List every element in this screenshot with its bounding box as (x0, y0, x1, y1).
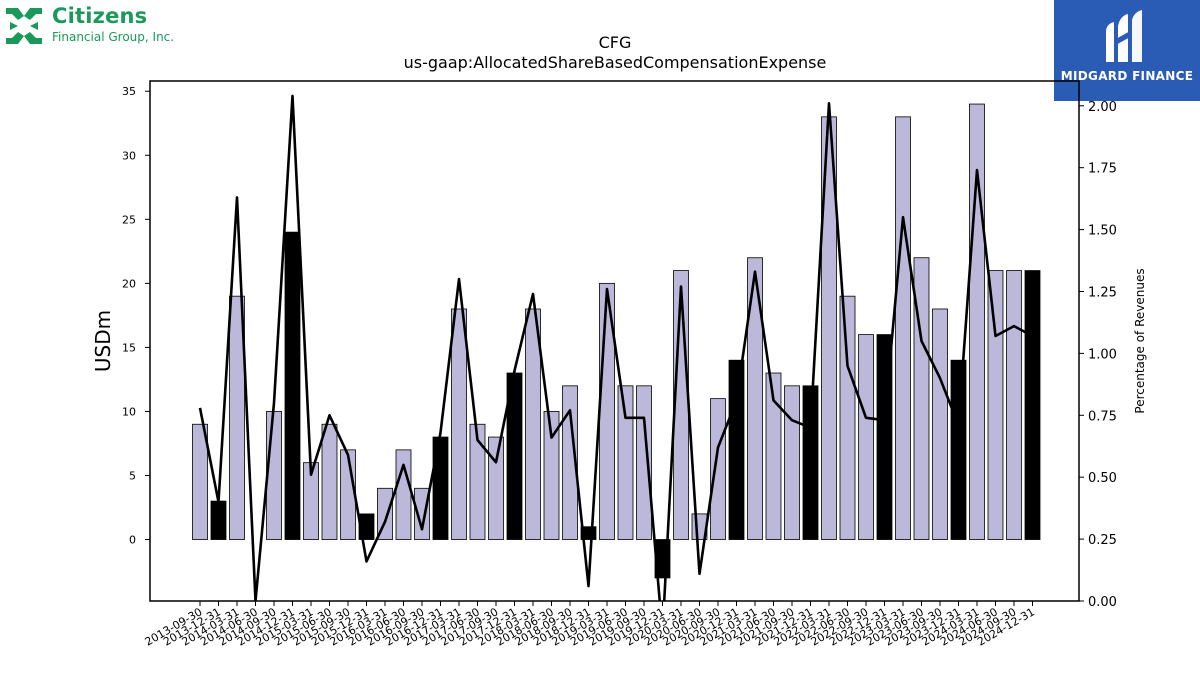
bar (1006, 270, 1022, 540)
bar (784, 385, 800, 540)
y2-tick-label: 0.50 (1088, 471, 1117, 486)
bar (210, 500, 227, 540)
y-tick-label: 5 (129, 469, 136, 482)
y2-tick-label: 0.75 (1088, 409, 1117, 424)
y-tick-label: 0 (129, 534, 136, 547)
bar (432, 436, 449, 540)
y-axis-label: USDm (91, 310, 115, 372)
bar (932, 308, 948, 540)
y-axis-left: 0 5 10 15 20 25 30 35 (122, 85, 150, 547)
bar (340, 449, 356, 540)
bar (451, 308, 467, 540)
y2-axis-label: Percentage of Revenues (1133, 268, 1147, 413)
bar (469, 423, 486, 540)
y2-tick-label: 0.25 (1088, 533, 1117, 548)
bar (839, 295, 856, 540)
bar (414, 487, 430, 540)
series-line (198, 94, 1034, 601)
bar (284, 231, 301, 540)
chart-title: CFG (599, 33, 632, 52)
bar (747, 257, 763, 540)
y-tick-label: 30 (122, 149, 136, 162)
bar (525, 308, 541, 540)
y-tick-label: 10 (122, 405, 136, 418)
y2-tick-label: 1.50 (1088, 224, 1117, 239)
y-axis-right: 0.00 0.25 0.50 0.75 1.00 1.25 1.50 1.75 2.00 (1079, 100, 1117, 610)
bar (950, 359, 967, 540)
y2-tick-label: 0.00 (1088, 595, 1117, 610)
y2-tick-label: 2.00 (1088, 100, 1117, 115)
bar (765, 372, 782, 540)
bar (562, 385, 578, 540)
bar (266, 411, 282, 540)
bar (395, 449, 412, 540)
bar (1024, 270, 1041, 540)
citizens-brand-name: Citizens (52, 4, 148, 28)
bar (321, 423, 338, 540)
bar (858, 334, 874, 540)
midgard-logo-icon (1106, 10, 1142, 62)
y-tick-label: 20 (122, 277, 136, 290)
line-series (198, 94, 1034, 601)
bar (229, 295, 245, 540)
bar (617, 385, 634, 540)
plot-frame (149, 80, 1080, 602)
y-tick-label: 15 (122, 341, 136, 354)
bar (543, 411, 560, 540)
bar (710, 398, 726, 540)
bar (728, 359, 745, 540)
bar-series (192, 103, 1041, 579)
bar (987, 270, 1004, 540)
bar (192, 423, 208, 540)
bar (636, 385, 652, 540)
bar (895, 116, 911, 540)
citizens-logo-icon (6, 8, 42, 44)
bar (802, 385, 819, 540)
bar (488, 436, 504, 540)
y2-tick-label: 1.25 (1088, 285, 1117, 300)
bar (377, 487, 393, 540)
y2-tick-label: 1.00 (1088, 347, 1117, 362)
x-axis: 2013-09-302013-12-312014-03-312014-06-30… (143, 601, 1037, 649)
y-tick-label: 35 (122, 85, 136, 98)
citizens-logo: Citizens Financial Group, Inc. (4, 4, 194, 44)
y2-tick-label: 1.75 (1088, 162, 1117, 177)
y-tick-label: 25 (122, 213, 136, 226)
chart-subtitle: us-gaap:AllocatedShareBasedCompensationE… (404, 53, 827, 72)
midgard-brand-name: MIDGARD FINANCE (1060, 69, 1194, 83)
bar (913, 257, 930, 540)
citizens-brand-subtitle: Financial Group, Inc. (52, 30, 175, 44)
